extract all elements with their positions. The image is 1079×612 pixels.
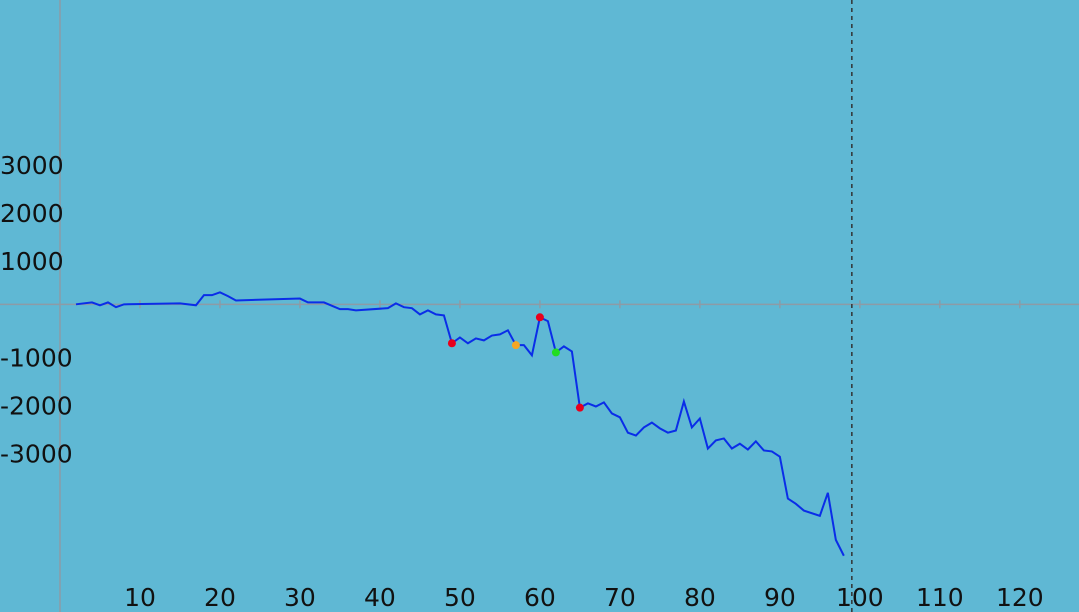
y-tick-label: 2000 bbox=[0, 199, 64, 228]
x-tick-label: 100 bbox=[836, 583, 884, 612]
marker bbox=[447, 339, 456, 348]
y-tick-label: -2000 bbox=[0, 391, 73, 420]
x-tick-label: 90 bbox=[764, 583, 796, 612]
marker bbox=[551, 348, 560, 357]
x-tick-label: 10 bbox=[124, 583, 156, 612]
x-tick-label: 110 bbox=[916, 583, 964, 612]
x-tick-label: 30 bbox=[284, 583, 316, 612]
y-tick-label: -3000 bbox=[0, 440, 73, 469]
data-line bbox=[75, 291, 845, 557]
marker bbox=[575, 403, 584, 412]
y-tick-label: -1000 bbox=[0, 343, 73, 372]
x-tick-label: 120 bbox=[996, 583, 1044, 612]
marker bbox=[535, 313, 544, 322]
x-tick-label: 50 bbox=[444, 583, 476, 612]
y-tick-label: 3000 bbox=[0, 151, 64, 180]
marker bbox=[511, 341, 520, 350]
x-tick-label: 20 bbox=[204, 583, 236, 612]
x-tick-label: 70 bbox=[604, 583, 636, 612]
x-tick-label: 60 bbox=[524, 583, 556, 612]
x-tick-label: 80 bbox=[684, 583, 716, 612]
x-tick-label: 40 bbox=[364, 583, 396, 612]
y-tick-label: 1000 bbox=[0, 247, 64, 276]
